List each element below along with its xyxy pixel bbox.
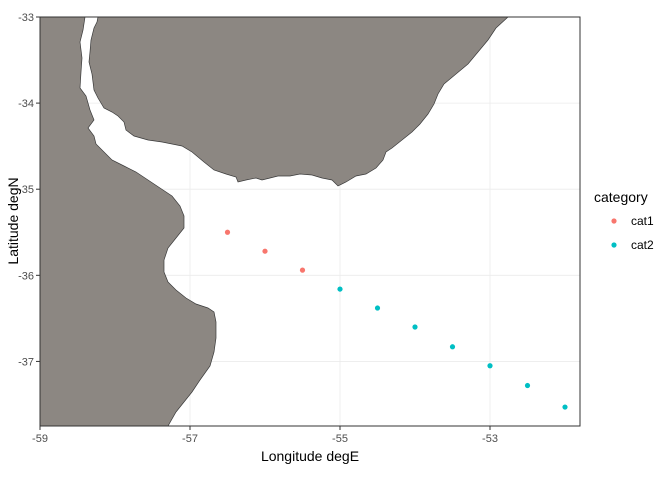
y-tick-label: -35 [18, 184, 34, 196]
y-tick-label: -34 [18, 98, 34, 110]
point-cat2 [524, 382, 531, 389]
point-cat2 [337, 286, 343, 292]
y-tick-label: -37 [18, 356, 34, 368]
point-cat2 [449, 344, 456, 350]
plot-panel-border [39, 16, 581, 427]
point-cat2 [374, 305, 381, 311]
point-cat1 [262, 248, 268, 254]
y-tick-label: -36 [18, 270, 34, 282]
legend-title: category [594, 189, 648, 205]
y-tick-label: -33 [18, 12, 34, 24]
legend-label-cat2: cat2 [631, 238, 654, 252]
legend-key-cat1 [611, 218, 617, 224]
legend: category cat1 cat2 [594, 189, 654, 252]
legend-label-cat1: cat1 [631, 214, 654, 228]
x-tick-label: -55 [332, 433, 348, 445]
point-cat1 [299, 267, 306, 273]
legend-entries: cat1 cat2 [611, 214, 654, 252]
legend-key-cat2 [611, 242, 617, 248]
point-cat2 [562, 404, 568, 410]
axes: -59 -57 -55 -53 -33 -34 -35 -36 -37 [18, 12, 498, 445]
land-argentina-coast [40, 17, 217, 426]
point-cat1 [224, 229, 231, 235]
x-tick-label: -59 [32, 433, 48, 445]
x-tick-label: -57 [182, 433, 198, 445]
land-layer [40, 17, 509, 426]
y-axis-label: Latitude degN [5, 177, 21, 264]
land-uruguay-coast [88, 17, 509, 187]
data-points [224, 229, 568, 410]
point-cat2 [412, 324, 418, 330]
x-tick-label: -53 [482, 433, 498, 445]
point-cat2 [487, 363, 493, 369]
x-axis-label: Longitude degE [261, 448, 359, 464]
